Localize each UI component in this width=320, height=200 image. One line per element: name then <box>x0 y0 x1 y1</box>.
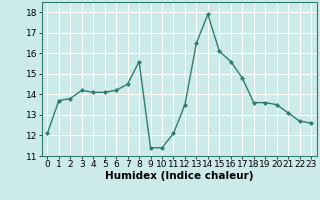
X-axis label: Humidex (Indice chaleur): Humidex (Indice chaleur) <box>105 171 253 181</box>
